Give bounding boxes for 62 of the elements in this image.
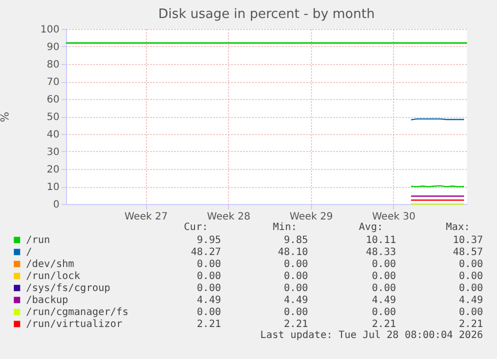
text: Min: bbox=[272, 222, 297, 233]
legend-label: /run/cgmanager/fs bbox=[26, 307, 128, 318]
text: Max: bbox=[446, 222, 470, 233]
text: Cur: bbox=[184, 222, 208, 233]
x-tick-label: Week 30 bbox=[372, 212, 416, 222]
text: 4.49 bbox=[196, 295, 221, 306]
text: 0.00 bbox=[284, 307, 308, 318]
text: 4.49 bbox=[372, 295, 396, 306]
text: 0.00 bbox=[458, 283, 483, 294]
text: 48.10 bbox=[278, 247, 308, 258]
legend-label: /dev/shm bbox=[26, 259, 74, 270]
y-tick-label: 40 bbox=[46, 130, 60, 140]
x-tick-label: Week 29 bbox=[290, 212, 333, 222]
text: 0.00 bbox=[372, 259, 396, 270]
y-tick-label: 60 bbox=[46, 94, 60, 106]
text: 0.00 bbox=[284, 283, 308, 294]
text: 9.85 bbox=[284, 235, 308, 246]
chart-title: Disk usage in percent - by month bbox=[158, 7, 375, 22]
text: 2.21 bbox=[284, 319, 308, 330]
y-tick-label: 70 bbox=[46, 77, 60, 88]
text: 4.49 bbox=[458, 295, 483, 306]
legend-label: /run/virtualizor bbox=[26, 319, 122, 330]
text: 0.00 bbox=[458, 259, 483, 270]
text: 48.33 bbox=[366, 247, 396, 258]
text: 10.37 bbox=[452, 235, 483, 246]
text: 4.49 bbox=[284, 295, 308, 306]
legend-label: /run/lock bbox=[26, 271, 80, 282]
text: 0.00 bbox=[372, 271, 396, 282]
y-tick-label: 30 bbox=[46, 147, 60, 158]
y-axis-title: % bbox=[0, 112, 12, 122]
text: 2.21 bbox=[196, 319, 221, 330]
y-tick-label: 50 bbox=[46, 112, 60, 123]
text: 2.21 bbox=[458, 319, 483, 330]
y-tick-label: 100 bbox=[40, 24, 60, 36]
text: 48.57 bbox=[452, 247, 483, 258]
text: 0.00 bbox=[196, 271, 221, 282]
x-tick-label: Week 28 bbox=[207, 212, 250, 222]
legend-label: /backup bbox=[26, 295, 68, 306]
text: 0.00 bbox=[458, 307, 483, 318]
y-tick-label: 90 bbox=[46, 42, 60, 53]
text: Avg: bbox=[358, 222, 383, 233]
text: 2.21 bbox=[372, 319, 396, 330]
text: 0.00 bbox=[196, 259, 221, 270]
y-tick-label: 20 bbox=[46, 164, 60, 176]
text: 0.00 bbox=[372, 307, 396, 318]
text: 0.00 bbox=[284, 271, 308, 282]
text: 0.00 bbox=[196, 307, 221, 318]
legend-label: /run bbox=[26, 235, 50, 246]
y-tick-label: 0 bbox=[53, 200, 60, 210]
text: 0.00 bbox=[196, 283, 221, 294]
y-tick-label: 10 bbox=[46, 182, 60, 193]
text: 48.27 bbox=[190, 247, 221, 258]
text: 9.95 bbox=[196, 235, 221, 246]
text: Last update: Tue Jul 28 08:00:04 2026 bbox=[260, 330, 483, 341]
y-tick-label: 80 bbox=[46, 60, 60, 70]
text: 0.00 bbox=[372, 283, 396, 294]
text: 0.00 bbox=[284, 259, 308, 270]
legend-label: /sys/fs/cgroup bbox=[26, 283, 110, 294]
text: 10.11 bbox=[366, 235, 396, 246]
legend-label: / bbox=[26, 247, 32, 258]
x-tick-label: Week 27 bbox=[124, 212, 168, 222]
text: 0.00 bbox=[458, 271, 483, 282]
